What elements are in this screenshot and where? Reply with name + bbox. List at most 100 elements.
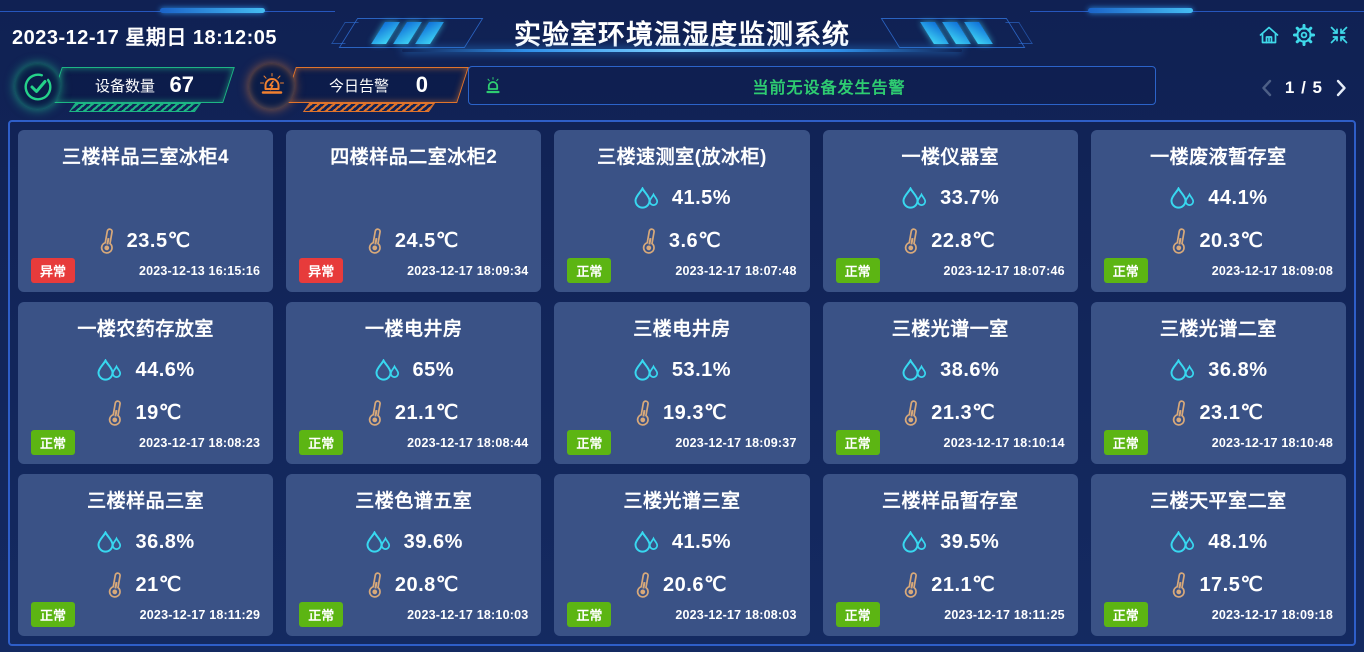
humidity-value: 44.1% — [1208, 187, 1268, 209]
humidity-row: 44.1% — [1091, 184, 1346, 213]
sensor-card[interactable]: 三楼样品三室 36.8% 21℃ 正常 2023-12-17 18:11:29 — [18, 474, 274, 636]
humidity-row: 39.5% — [823, 528, 1078, 557]
water-drops-icon — [1169, 359, 1196, 382]
water-drops-icon — [1169, 531, 1196, 554]
sensor-card[interactable]: 三楼色谱五室 39.6% 20.8℃ 正常 2023-12-17 18:10:03 — [286, 474, 542, 636]
water-drops-icon — [1169, 187, 1196, 210]
timestamp: 2023-12-17 18:10:03 — [407, 607, 529, 622]
temperature-row: 21.3℃ — [823, 398, 1078, 427]
card-title: 一楼废液暂存室 — [1150, 147, 1287, 168]
humidity-row-empty — [286, 184, 541, 213]
status-badge: 正常 — [1103, 430, 1148, 455]
prev-page-button[interactable] — [1260, 78, 1273, 98]
humidity-row: 41.5% — [554, 184, 809, 213]
alarm-count-label: 今日告警 — [329, 77, 390, 95]
humidity-row: 36.8% — [1091, 356, 1346, 385]
card-title: 三楼光谱二室 — [1159, 319, 1277, 340]
humidity-row: 39.6% — [286, 528, 541, 557]
header-accent-right — [1088, 8, 1193, 13]
humidity-value: 39.6% — [403, 531, 463, 553]
card-footer: 正常 2023-12-17 18:11:29 — [31, 602, 260, 627]
sensor-card[interactable]: 一楼农药存放室 44.6% 19℃ 正常 2023-12-17 18:08:23 — [18, 302, 274, 464]
temperature-value: 24.5℃ — [394, 230, 459, 252]
temperature-value: 19.3℃ — [663, 402, 727, 424]
datetime-display: 2023-12-17 星期日 18:12:05 — [12, 27, 277, 49]
humidity-row: 33.7% — [823, 184, 1078, 213]
temperature-row: 20.8℃ — [286, 570, 541, 599]
card-title: 三楼光谱一室 — [891, 319, 1009, 340]
sensor-card[interactable]: 三楼光谱一室 38.6% 21.3℃ 正常 2023-12-17 18:10:14 — [822, 302, 1078, 464]
temperature-row: 17.5℃ — [1091, 570, 1346, 599]
status-badge: 异常 — [31, 258, 76, 283]
thermometer-icon — [905, 399, 919, 427]
status-badge: 正常 — [835, 430, 880, 455]
humidity-row: 65% — [286, 356, 541, 385]
water-drops-icon — [633, 187, 660, 210]
title-underline — [402, 49, 962, 52]
thermometer-icon — [905, 227, 919, 255]
thermometer-icon — [109, 399, 123, 427]
water-drops-icon — [633, 531, 660, 554]
card-title: 三楼速测室(放冰柜) — [597, 147, 767, 168]
card-title: 一楼农药存放室 — [77, 319, 214, 340]
settings-icon[interactable] — [1293, 24, 1315, 46]
timestamp: 2023-12-17 18:09:08 — [1211, 263, 1333, 278]
home-icon[interactable] — [1258, 24, 1280, 46]
card-footer: 正常 2023-12-17 18:08:03 — [567, 602, 796, 627]
timestamp: 2023-12-17 18:07:48 — [675, 263, 797, 278]
thermometer-icon — [368, 571, 383, 599]
temperature-value: 19℃ — [135, 402, 182, 424]
water-drops-icon — [901, 531, 928, 554]
sensor-card[interactable]: 四楼样品二室冰柜2 24.5℃ 异常 2023-12-17 18:09:34 — [286, 130, 542, 292]
thermometer-icon — [368, 399, 383, 427]
sensor-card[interactable]: 三楼样品暂存室 39.5% 21.1℃ 正常 2023-12-17 18:11:25 — [822, 474, 1078, 636]
temperature-row: 19℃ — [18, 398, 273, 427]
timestamp: 2023-12-17 18:08:23 — [138, 435, 261, 450]
temperature-row: 23.1℃ — [1091, 398, 1346, 427]
card-footer: 异常 2023-12-17 18:09:34 — [299, 258, 528, 283]
temperature-row: 23.5℃ — [18, 226, 273, 255]
temperature-value: 21.1℃ — [394, 402, 459, 424]
fullscreen-icon[interactable] — [1328, 24, 1350, 46]
card-title: 一楼电井房 — [365, 319, 463, 340]
card-title: 三楼色谱五室 — [355, 491, 473, 512]
card-title: 三楼样品暂存室 — [881, 491, 1019, 512]
sensor-card[interactable]: 三楼天平室二室 48.1% 17.5℃ 正常 2023-12-17 18:09:18 — [1090, 474, 1346, 636]
header-accent-left — [160, 8, 265, 13]
thermometer-icon — [636, 571, 651, 599]
thermometer-icon — [642, 227, 657, 255]
device-count-value: 67 — [169, 72, 194, 97]
temperature-row: 21.1℃ — [286, 398, 541, 427]
timestamp: 2023-12-17 18:08:03 — [675, 607, 797, 622]
card-title: 三楼样品三室冰柜4 — [62, 147, 230, 168]
thermometer-icon — [1173, 227, 1187, 255]
temperature-row: 24.5℃ — [286, 226, 541, 255]
humidity-row: 41.5% — [554, 528, 809, 557]
card-footer: 正常 2023-12-17 18:07:46 — [835, 258, 1065, 283]
header-actions — [1258, 24, 1350, 46]
status-badge: 正常 — [299, 602, 344, 627]
card-footer: 正常 2023-12-17 18:11:25 — [835, 602, 1065, 627]
humidity-value: 39.5% — [940, 531, 1000, 553]
sensor-card[interactable]: 三楼样品三室冰柜4 23.5℃ 异常 2023-12-13 16:15:16 — [18, 130, 274, 292]
sensor-card[interactable]: 一楼电井房 65% 21.1℃ 正常 2023-12-17 18:08:44 — [286, 302, 542, 464]
sensor-card[interactable]: 三楼光谱二室 36.8% 23.1℃ 正常 2023-12-17 18:10:48 — [1090, 302, 1346, 464]
next-page-button[interactable] — [1335, 78, 1348, 98]
sensor-card[interactable]: 三楼电井房 53.1% 19.3℃ 正常 2023-12-17 18:09:37 — [554, 302, 810, 464]
sensor-card[interactable]: 一楼仪器室 33.7% 22.8℃ 正常 2023-12-17 18:07:46 — [822, 130, 1078, 292]
cards-grid: 三楼样品三室冰柜4 23.5℃ 异常 2023-12-13 16:15:16 四楼样品二… — [8, 120, 1356, 646]
humidity-value: 41.5% — [671, 531, 732, 553]
humidity-value: 53.1% — [671, 359, 732, 381]
thermometer-icon — [636, 399, 651, 427]
sensor-card[interactable]: 一楼废液暂存室 44.1% 20.3℃ 正常 2023-12-17 18:09:08 — [1090, 130, 1346, 292]
water-drops-icon — [374, 359, 401, 382]
card-title: 三楼天平室二室 — [1150, 491, 1287, 512]
timestamp: 2023-12-17 18:07:46 — [943, 263, 1065, 278]
temperature-value: 21.1℃ — [931, 574, 996, 596]
sensor-card[interactable]: 三楼速测室(放冰柜) 41.5% 3.6℃ 正常 2023-12-17 18:07:48 — [554, 130, 810, 292]
temperature-value: 17.5℃ — [1199, 574, 1264, 596]
temperature-value: 23.5℃ — [126, 230, 191, 252]
sensor-card[interactable]: 三楼光谱三室 41.5% 20.6℃ 正常 2023-12-17 18:08:03 — [554, 474, 810, 636]
timestamp: 2023-12-17 18:09:34 — [407, 263, 529, 278]
card-title: 三楼光谱三室 — [623, 491, 741, 512]
